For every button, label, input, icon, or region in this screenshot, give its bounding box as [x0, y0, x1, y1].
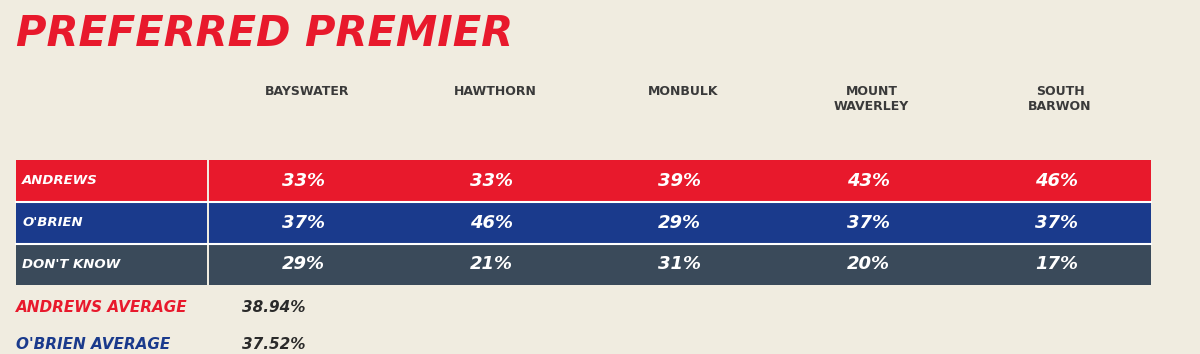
- Text: 46%: 46%: [470, 214, 514, 232]
- Text: 38.94%: 38.94%: [242, 300, 306, 315]
- Text: 29%: 29%: [282, 256, 325, 273]
- Text: 46%: 46%: [1034, 172, 1078, 190]
- FancyBboxPatch shape: [774, 160, 962, 202]
- Text: DON'T KNOW: DON'T KNOW: [22, 258, 120, 271]
- Text: 33%: 33%: [470, 172, 514, 190]
- FancyBboxPatch shape: [774, 244, 962, 285]
- Text: ANDREWS AVERAGE: ANDREWS AVERAGE: [16, 300, 187, 315]
- Text: 17%: 17%: [1034, 256, 1078, 273]
- FancyBboxPatch shape: [16, 160, 206, 202]
- Text: 31%: 31%: [659, 256, 701, 273]
- Text: 37%: 37%: [1034, 214, 1078, 232]
- FancyBboxPatch shape: [209, 244, 397, 285]
- Text: PREFERRED PREMIER: PREFERRED PREMIER: [16, 13, 514, 55]
- Text: 29%: 29%: [659, 214, 701, 232]
- FancyBboxPatch shape: [962, 202, 1151, 244]
- FancyBboxPatch shape: [586, 244, 774, 285]
- FancyBboxPatch shape: [774, 202, 962, 244]
- Text: 37.52%: 37.52%: [242, 337, 306, 352]
- FancyBboxPatch shape: [397, 202, 586, 244]
- Text: MONBULK: MONBULK: [648, 85, 719, 98]
- Text: O'BRIEN: O'BRIEN: [22, 216, 83, 229]
- Text: BAYSWATER: BAYSWATER: [264, 85, 349, 98]
- FancyBboxPatch shape: [16, 244, 206, 285]
- Text: 37%: 37%: [282, 214, 325, 232]
- Text: MOUNT
WAVERLEY: MOUNT WAVERLEY: [834, 85, 910, 113]
- Text: 21%: 21%: [470, 256, 514, 273]
- Text: O'BRIEN AVERAGE: O'BRIEN AVERAGE: [16, 337, 170, 352]
- FancyBboxPatch shape: [586, 202, 774, 244]
- Text: ANDREWS: ANDREWS: [22, 174, 97, 187]
- FancyBboxPatch shape: [586, 160, 774, 202]
- FancyBboxPatch shape: [209, 202, 397, 244]
- Text: 37%: 37%: [847, 214, 889, 232]
- Text: 20%: 20%: [847, 256, 889, 273]
- FancyBboxPatch shape: [16, 202, 206, 244]
- Text: 43%: 43%: [847, 172, 889, 190]
- Text: 33%: 33%: [282, 172, 325, 190]
- Text: SOUTH
BARWON: SOUTH BARWON: [1028, 85, 1092, 113]
- Text: HAWTHORN: HAWTHORN: [454, 85, 536, 98]
- FancyBboxPatch shape: [397, 244, 586, 285]
- FancyBboxPatch shape: [397, 160, 586, 202]
- FancyBboxPatch shape: [962, 244, 1151, 285]
- FancyBboxPatch shape: [962, 160, 1151, 202]
- Text: 39%: 39%: [659, 172, 701, 190]
- FancyBboxPatch shape: [209, 160, 397, 202]
